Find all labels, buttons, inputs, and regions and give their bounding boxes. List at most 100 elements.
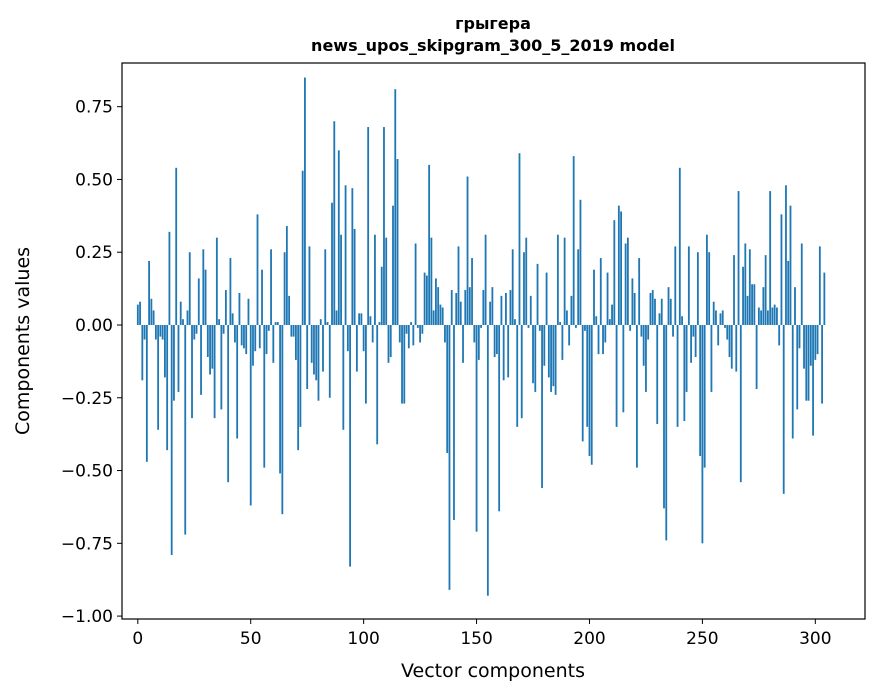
bar (448, 324, 451, 590)
bar (757, 307, 760, 325)
bar (148, 260, 151, 325)
bar (473, 324, 476, 343)
x-axis-ticks: 0 50 100 150 200 250 300 (132, 619, 832, 649)
bar (371, 324, 374, 343)
bar (159, 324, 162, 337)
x-tick-label: 300 (799, 629, 831, 649)
bar (383, 127, 385, 325)
bar (726, 324, 729, 340)
bar (297, 324, 300, 451)
bar (581, 324, 584, 442)
bar (719, 313, 722, 325)
y-tick-label: 0.00 (75, 316, 113, 336)
bar (823, 272, 826, 325)
bar (471, 258, 473, 325)
bar (401, 324, 403, 404)
bar (326, 322, 329, 325)
bar (561, 324, 564, 360)
bar (744, 243, 747, 325)
bar (261, 269, 263, 325)
bar (407, 324, 410, 349)
bar (173, 324, 175, 401)
bar (378, 322, 381, 325)
bar (520, 324, 523, 419)
bar (385, 237, 388, 325)
bar (640, 324, 643, 337)
bar (816, 324, 819, 355)
bar (272, 324, 275, 363)
bar (355, 324, 358, 372)
bar (681, 316, 683, 325)
bar (313, 324, 315, 375)
bar (423, 272, 426, 325)
bar (615, 324, 618, 427)
bar (211, 324, 214, 369)
bar (267, 324, 270, 331)
bar (166, 324, 169, 451)
bar (182, 319, 184, 325)
bar (660, 298, 663, 325)
bar (191, 324, 193, 419)
bar (283, 252, 286, 325)
bar (444, 324, 446, 343)
x-tick-label: 0 (132, 629, 143, 649)
bar (209, 324, 211, 375)
bar (464, 290, 467, 325)
bar (367, 127, 370, 325)
bar (175, 167, 178, 325)
bar (708, 252, 711, 325)
bar (602, 324, 604, 355)
bar (419, 324, 422, 343)
bar (818, 246, 821, 325)
bar (349, 324, 351, 567)
bar (270, 249, 272, 325)
bar (136, 304, 139, 325)
bar (145, 324, 148, 462)
bar (626, 237, 629, 325)
bar (500, 295, 503, 325)
bar (333, 121, 336, 325)
bar (202, 249, 205, 325)
bar (482, 290, 485, 325)
bar (292, 324, 295, 337)
bar (342, 324, 345, 430)
bar (536, 263, 539, 325)
bar (791, 324, 794, 439)
bar (346, 324, 349, 352)
y-tick-label: −0.25 (61, 389, 113, 409)
bar (331, 202, 333, 325)
bar (690, 324, 693, 363)
bar (563, 237, 566, 325)
bar (599, 258, 602, 325)
bar (362, 324, 365, 352)
bar (299, 324, 302, 427)
y-tick-label: −0.50 (61, 462, 113, 482)
bar (755, 324, 758, 390)
x-tick-label: 100 (347, 629, 379, 649)
bar (696, 252, 699, 325)
bar (649, 292, 652, 325)
bar (699, 324, 702, 456)
bar (439, 304, 442, 325)
bar (665, 324, 668, 541)
bar (809, 324, 812, 366)
bar (491, 287, 494, 325)
bar (468, 287, 471, 325)
bar (437, 287, 440, 325)
bar (737, 191, 740, 325)
chart-subtitle: news_upos_skipgram_300_5_2019 model (311, 36, 675, 55)
bar (398, 324, 401, 343)
bar (529, 295, 532, 325)
bar (534, 324, 537, 392)
bar (304, 77, 306, 325)
bar (588, 324, 591, 456)
bar (724, 324, 726, 328)
chart-title: грыгера (455, 14, 531, 33)
bar (773, 304, 776, 325)
bar (631, 278, 634, 325)
bar (595, 316, 598, 325)
bar (290, 324, 293, 337)
bar (584, 324, 586, 331)
bar (667, 287, 670, 325)
bar (715, 310, 717, 325)
